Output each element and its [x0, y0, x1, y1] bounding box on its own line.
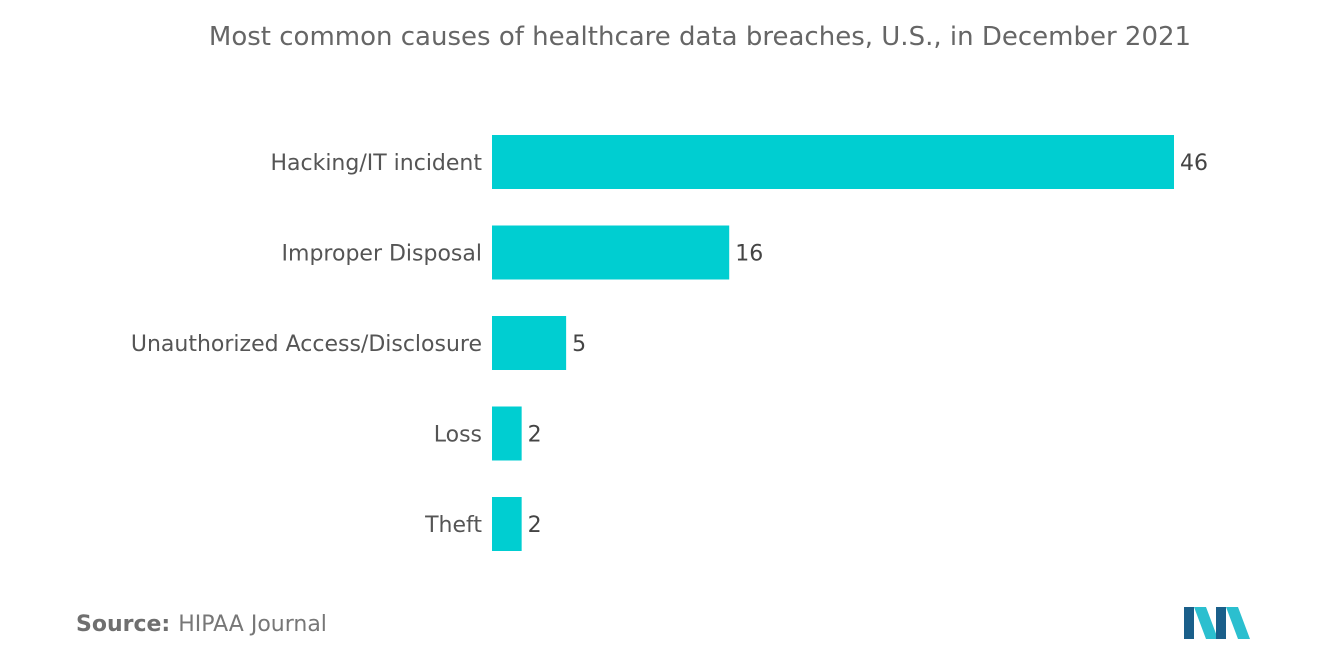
bar [492, 406, 522, 461]
source-line: Source: HIPAA Journal [76, 612, 327, 637]
bar [492, 135, 1174, 189]
mordor-intelligence-logo-icon [1184, 607, 1250, 639]
bar [492, 225, 730, 280]
bar [492, 316, 567, 370]
category-label: Loss [434, 423, 482, 448]
bar [492, 497, 522, 551]
source-text: HIPAA Journal [178, 612, 327, 637]
value-label: 46 [1180, 151, 1208, 176]
source-label: Source: [76, 612, 171, 637]
chart-title: Most common causes of healthcare data br… [208, 22, 1192, 52]
value-label: 16 [735, 242, 763, 267]
category-label: Unauthorized Access/Disclosure [131, 332, 482, 357]
category-label: Improper Disposal [282, 242, 482, 267]
value-label: 2 [528, 513, 542, 538]
bars-group: Hacking/IT incident 46 Improper Disposal 16… [131, 135, 1208, 551]
bar-chart: Hacking/IT incident 46 Improper Disposal 16… [131, 135, 1208, 551]
category-label: Theft [424, 513, 482, 538]
value-label: 2 [528, 423, 542, 448]
category-label: Hacking/IT incident [270, 151, 482, 176]
value-label: 5 [572, 332, 586, 357]
